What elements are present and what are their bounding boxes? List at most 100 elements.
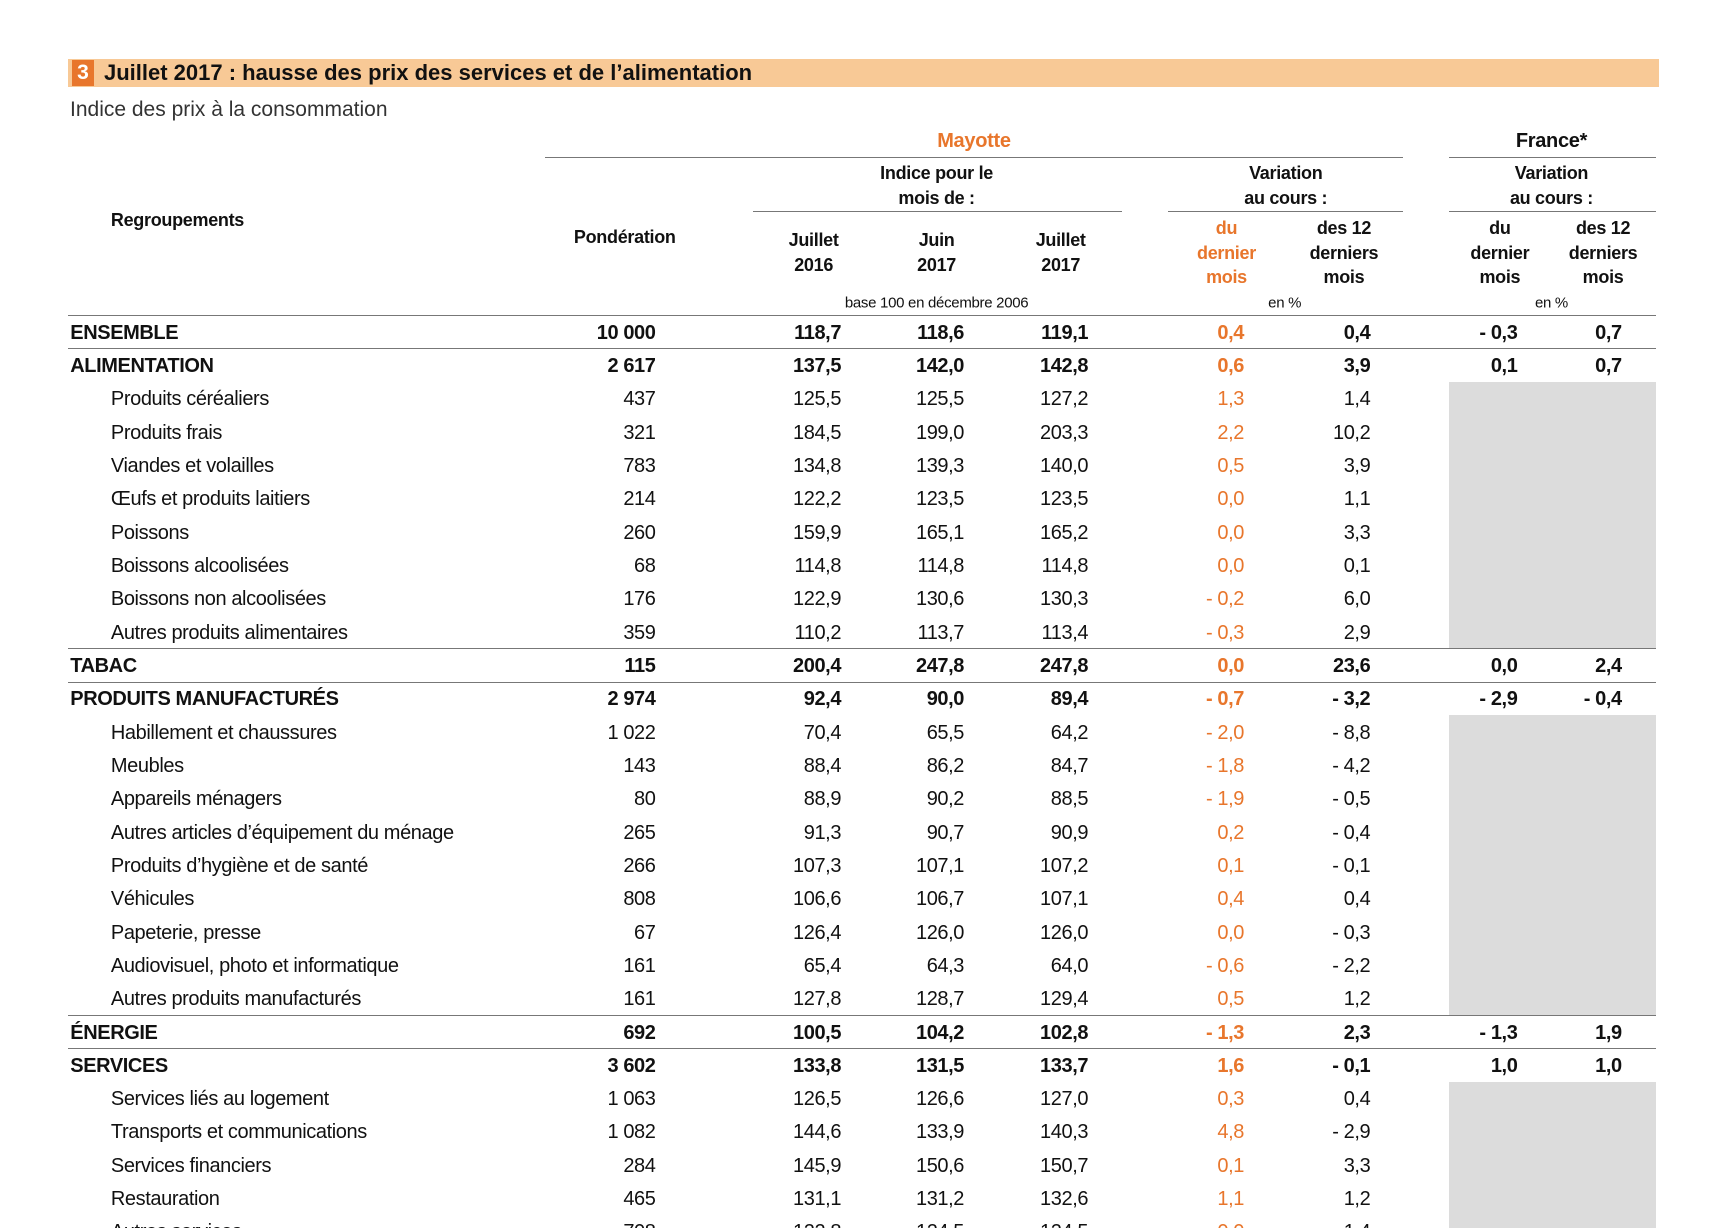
cell: 0,1 — [1217, 1154, 1245, 1177]
cell: 122,2 — [793, 488, 842, 511]
cell: 91,3 — [803, 821, 842, 844]
cell: 65,4 — [803, 954, 842, 977]
group-label: ÉNERGIE — [70, 1021, 158, 1044]
cell: - 1,9 — [1205, 788, 1245, 811]
rule — [753, 210, 1123, 212]
cell: 284 — [623, 1154, 656, 1177]
cell: 0,4 — [1217, 888, 1245, 911]
cell: 214 — [623, 488, 656, 511]
cell: 3,9 — [1343, 355, 1371, 378]
item-label: Boissons alcoolisées — [110, 554, 289, 577]
cell: 145,9 — [793, 1154, 842, 1177]
cell: 90,7 — [926, 821, 965, 844]
column-header: Variation — [1514, 163, 1589, 184]
group-label: ALIMENTATION — [70, 355, 214, 378]
item-label: Audiovisuel, photo et informatique — [110, 954, 399, 977]
cell: 118,7 — [794, 321, 842, 344]
cell: 126,6 — [915, 1088, 965, 1111]
cell: 1 082 — [607, 1121, 656, 1144]
cell: 92,4 — [803, 688, 842, 711]
cell: 708 — [623, 1222, 656, 1228]
empty-shade — [1449, 381, 1656, 649]
column-header: Juillet — [1035, 230, 1086, 251]
cell: 70,4 — [803, 721, 842, 744]
cell: 159,9 — [793, 521, 842, 544]
cell: 2 617 — [607, 355, 656, 378]
cell: - 0,1 — [1332, 854, 1371, 877]
cell: 107,1 — [1040, 888, 1089, 911]
cell: 161 — [623, 988, 656, 1011]
cell: - 1,8 — [1205, 754, 1245, 777]
cell: - 0,3 — [1479, 321, 1518, 344]
cell: 247,8 — [915, 654, 965, 677]
cell: - 2,0 — [1205, 721, 1245, 744]
cell: 0,4 — [1343, 888, 1371, 911]
cell: 1,2 — [1343, 988, 1371, 1011]
cell: 67 — [634, 921, 656, 944]
column-header: 2017 — [1041, 254, 1081, 275]
cell: 110,2 — [794, 621, 842, 644]
cell: - 8,8 — [1332, 721, 1371, 744]
cell: 247,8 — [1040, 654, 1089, 677]
cell: 321 — [623, 421, 656, 444]
cell: 144,6 — [793, 1121, 842, 1144]
column-header: au cours : — [1509, 187, 1593, 208]
cell: 127,2 — [1040, 388, 1089, 411]
mayotte-header: Mayotte — [937, 129, 1011, 152]
cell: 124,5 — [1040, 1222, 1088, 1228]
cell: 0,1 — [1217, 854, 1245, 877]
cell: 123,5 — [1040, 488, 1089, 511]
item-label: Poissons — [110, 521, 189, 544]
item-label: Autres articles d’équipement du ménage — [110, 821, 454, 844]
cell: 89,4 — [1050, 688, 1089, 711]
cell: 200,4 — [793, 654, 842, 677]
cell: - 2,2 — [1332, 954, 1371, 977]
cell: 102,8 — [1040, 1021, 1089, 1044]
cell: 86,2 — [926, 754, 965, 777]
cell: 10 000 — [596, 321, 656, 344]
unit-note: en % — [1268, 294, 1302, 312]
column-header: Juin — [918, 230, 955, 251]
cell: 84,7 — [1050, 754, 1089, 777]
cell: 114,8 — [917, 554, 965, 577]
item-label: Produits d’hygiène et de santé — [110, 854, 368, 877]
cell: 107,2 — [1040, 854, 1089, 877]
cell: 140,3 — [1040, 1121, 1089, 1144]
cell: - 2,9 — [1332, 1121, 1371, 1144]
cell: 1,1 — [1343, 488, 1371, 511]
cell: 126,0 — [915, 921, 965, 944]
cell: 692 — [623, 1021, 656, 1044]
cell: 359 — [623, 621, 656, 644]
cell: 130,6 — [915, 588, 965, 611]
item-label: Œufs et produits laitiers — [110, 488, 310, 511]
column-header: mois de : — [898, 187, 975, 208]
column-header: Indice pour le — [880, 163, 994, 184]
cell: 90,2 — [926, 788, 965, 811]
cell: 6,0 — [1343, 588, 1371, 611]
cell: 125,5 — [915, 388, 965, 411]
cell: - 0,6 — [1205, 954, 1245, 977]
cell: 184,5 — [793, 421, 842, 444]
cell: 0,7 — [1595, 355, 1622, 378]
rule — [1168, 210, 1404, 212]
cell: - 0,2 — [1205, 588, 1245, 611]
cell: 68 — [634, 554, 656, 577]
cell: 142,8 — [1040, 355, 1089, 378]
column-header: Pondération — [573, 227, 676, 248]
cell: - 1,3 — [1479, 1021, 1518, 1044]
cell: 123,5 — [915, 488, 965, 511]
column-header: mois — [1206, 266, 1247, 287]
cell: 113,4 — [1041, 621, 1089, 644]
cell: 65,5 — [926, 721, 965, 744]
cell: 107,1 — [915, 854, 965, 877]
cell: 64,3 — [926, 954, 965, 977]
cell: 3 602 — [607, 1054, 656, 1077]
cell: - 0,7 — [1205, 688, 1245, 711]
cell: 0,4 — [1217, 321, 1245, 344]
cell: 1,4 — [1343, 388, 1371, 411]
group-label: SERVICES — [70, 1054, 168, 1077]
column-header: au cours : — [1244, 187, 1328, 208]
group-rule — [68, 648, 1656, 650]
cell: 140,0 — [1040, 454, 1089, 477]
